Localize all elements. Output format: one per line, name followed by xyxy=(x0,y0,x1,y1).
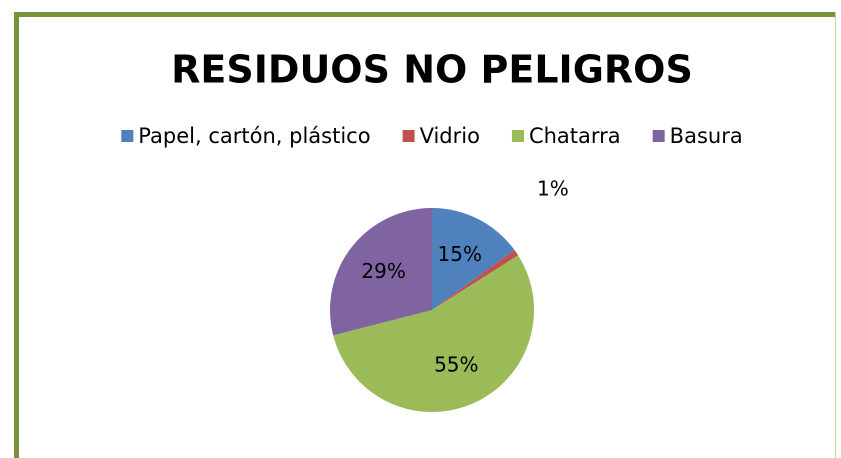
pie-slice xyxy=(333,255,535,413)
pie-slice xyxy=(432,208,515,310)
frame-top xyxy=(14,12,836,17)
legend-swatch xyxy=(121,130,134,142)
pie-slice xyxy=(330,208,432,336)
chart-title: RESIDUOS NO PELIGROS xyxy=(171,48,693,92)
legend-label: Chatarra xyxy=(529,124,621,148)
data-label: 29% xyxy=(361,259,405,283)
pie-slice xyxy=(432,250,519,310)
data-label: 1% xyxy=(537,177,569,201)
legend-label: Basura xyxy=(670,124,743,148)
legend-swatch xyxy=(652,130,665,142)
data-label: 15% xyxy=(438,242,482,266)
frame-left xyxy=(14,12,19,458)
data-label: 55% xyxy=(434,353,478,377)
legend: Papel, cartón, plástico Vidrio Chatarra Bas… xyxy=(121,124,743,148)
legend-swatch xyxy=(402,130,415,142)
legend-label: Vidrio xyxy=(420,124,480,148)
legend-swatch xyxy=(511,130,524,142)
frame-right xyxy=(835,12,836,458)
legend-label: Papel, cartón, plástico xyxy=(138,124,370,148)
